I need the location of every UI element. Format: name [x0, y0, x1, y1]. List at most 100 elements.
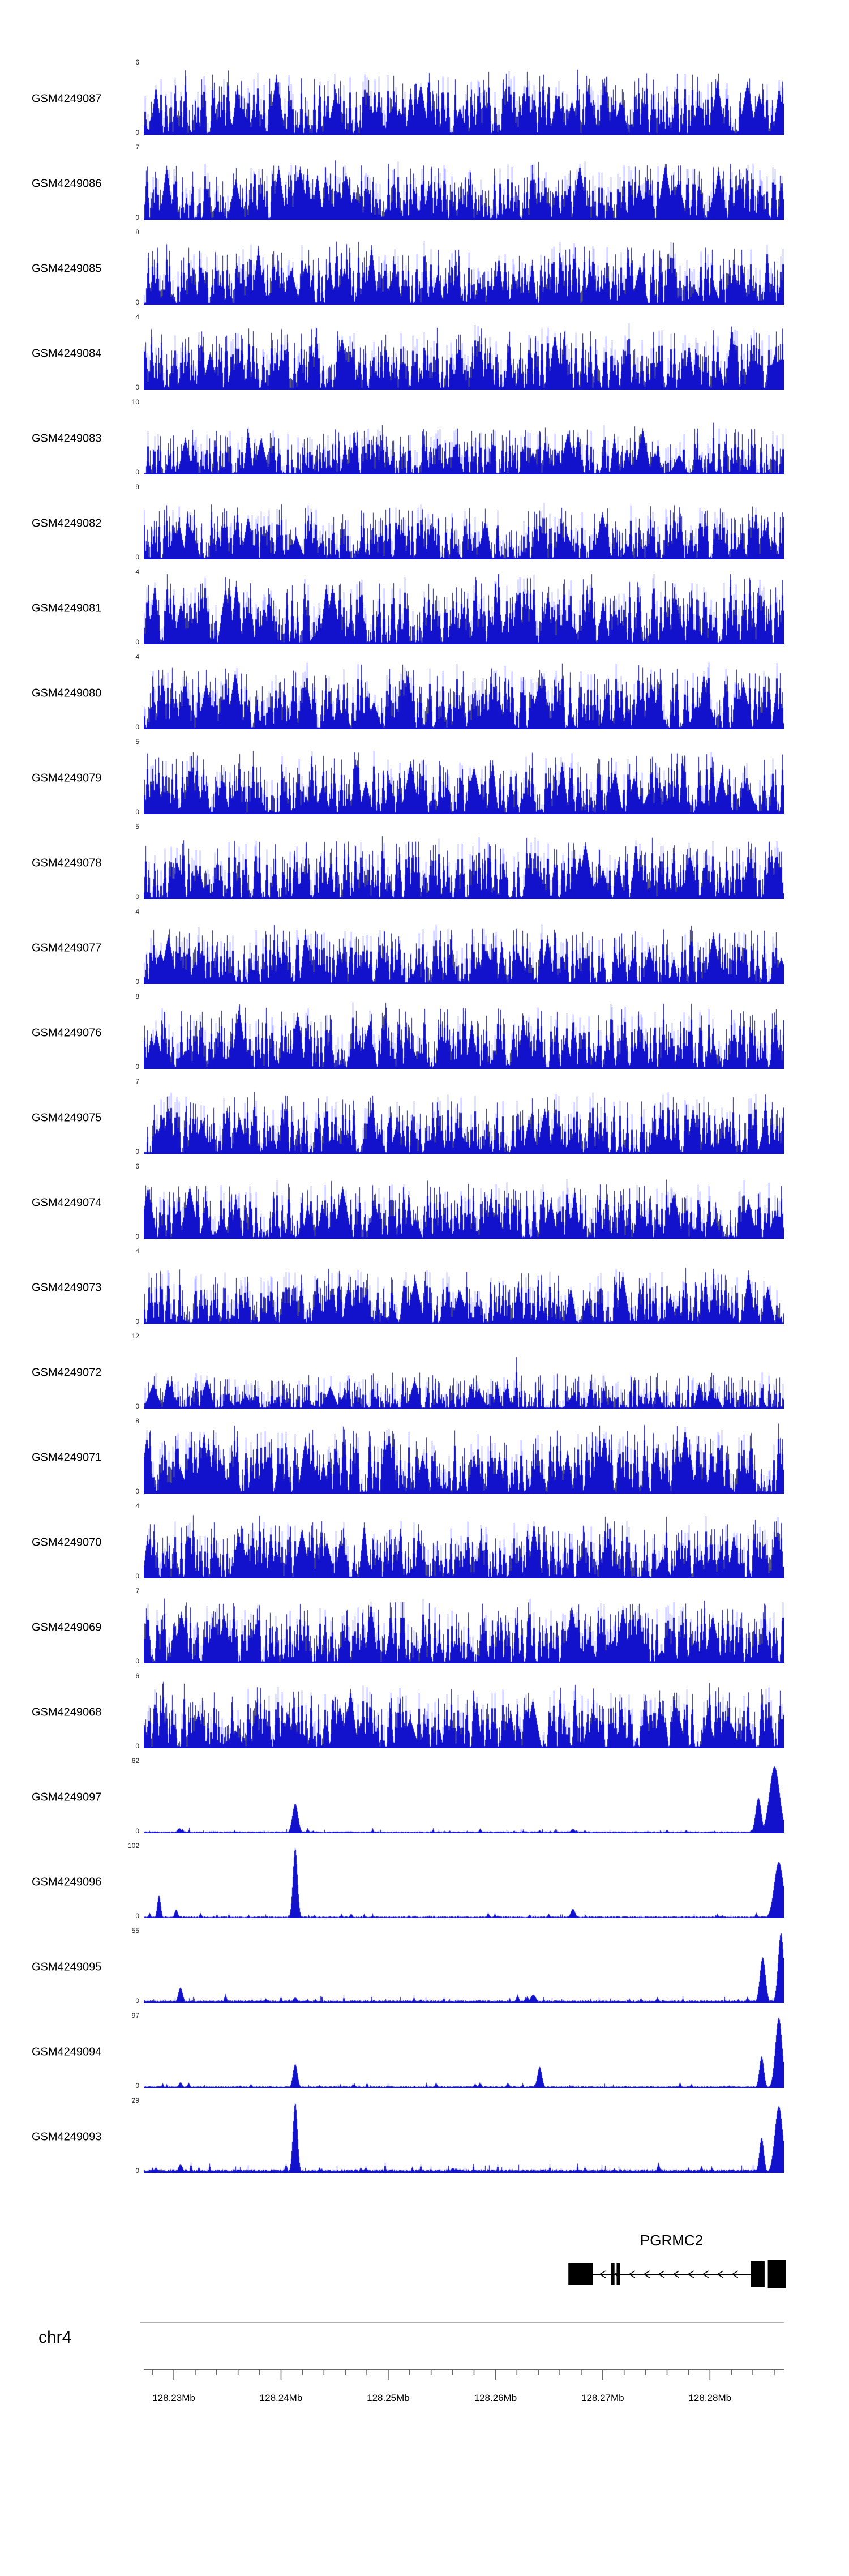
track-label: GSM4249078 — [32, 857, 102, 870]
track-row: GSM4249084 4 0 — [0, 311, 849, 396]
axis-ruler — [140, 2322, 784, 2380]
y-axis-min: 0 — [135, 129, 139, 136]
track-row: GSM4249080 4 0 — [0, 651, 849, 736]
track-row: GSM4249077 4 0 — [0, 906, 849, 991]
y-axis-max: 8 — [135, 992, 139, 1000]
axis-tick-label: 128.27Mb — [581, 2393, 624, 2403]
y-axis-max: 9 — [135, 483, 139, 491]
track-label: GSM4249097 — [32, 1791, 102, 1804]
y-axis-min: 0 — [135, 978, 139, 986]
strand-arrow-icon — [643, 2270, 650, 2278]
coverage-plot — [144, 1167, 784, 1239]
coverage-plot — [144, 828, 784, 899]
y-axis-max: 4 — [135, 568, 139, 576]
track-label: GSM4249075 — [32, 1111, 102, 1124]
y-axis-min: 0 — [135, 638, 139, 646]
strand-arrow-icon — [672, 2270, 680, 2278]
y-axis-min: 0 — [135, 723, 139, 731]
coverage-plot — [144, 913, 784, 984]
coverage-plot — [144, 488, 784, 559]
coverage-plot — [144, 1422, 784, 1494]
y-axis-min: 0 — [135, 2082, 139, 2090]
track-row: GSM4249096 102 0 — [0, 1840, 849, 1925]
y-axis-min: 0 — [135, 298, 139, 306]
track-label: GSM4249069 — [32, 1621, 102, 1634]
exon-box — [751, 2261, 765, 2287]
y-axis-min: 0 — [135, 1827, 139, 1835]
y-axis-min: 0 — [135, 213, 139, 221]
coverage-plot — [144, 2017, 784, 2088]
y-axis-max: 12 — [131, 1332, 139, 1340]
axis-tick-label: 128.25Mb — [367, 2393, 410, 2403]
track-row: GSM4249081 4 0 — [0, 566, 849, 651]
y-axis-max: 6 — [135, 1162, 139, 1170]
coverage-plot — [144, 1507, 784, 1578]
gene-annotation-track: PGRMC2 — [0, 2208, 849, 2316]
track-row: GSM4249072 12 0 — [0, 1330, 849, 1415]
y-axis-min: 0 — [135, 1657, 139, 1665]
axis-tick-label: 128.26Mb — [474, 2393, 517, 2403]
track-label: GSM4249070 — [32, 1536, 102, 1549]
track-label: GSM4249094 — [32, 2046, 102, 2059]
track-row: GSM4249076 8 0 — [0, 991, 849, 1076]
track-label: GSM4249082 — [32, 517, 102, 530]
y-axis-min: 0 — [135, 893, 139, 901]
strand-arrow-icon — [731, 2270, 739, 2278]
track-label: GSM4249074 — [32, 1196, 102, 1209]
track-label: GSM4249073 — [32, 1281, 102, 1294]
strand-arrow-icon — [702, 2270, 709, 2278]
coverage-plot — [144, 233, 784, 305]
track-row: GSM4249070 4 0 — [0, 1500, 849, 1585]
y-axis-max: 62 — [131, 1757, 139, 1765]
y-axis-max: 97 — [131, 2012, 139, 2019]
y-axis-max: 7 — [135, 143, 139, 151]
track-label: GSM4249079 — [32, 772, 102, 785]
exon-box — [568, 2263, 593, 2285]
chromosome-label: chr4 — [38, 2328, 72, 2347]
coverage-plot — [144, 1762, 784, 1833]
y-axis-max: 6 — [135, 58, 139, 66]
track-row: GSM4249087 6 0 — [0, 57, 849, 142]
y-axis-max: 29 — [131, 2096, 139, 2104]
track-row: GSM4249079 5 0 — [0, 736, 849, 821]
track-label: GSM4249077 — [32, 942, 102, 955]
y-axis-min: 0 — [135, 1317, 139, 1325]
track-label: GSM4249080 — [32, 687, 102, 700]
track-label: GSM4249087 — [32, 92, 102, 105]
coverage-plot — [144, 1082, 784, 1154]
coverage-plot — [144, 1337, 784, 1409]
y-axis-max: 4 — [135, 1247, 139, 1255]
y-axis-min: 0 — [135, 553, 139, 561]
track-row: GSM4249068 6 0 — [0, 1670, 849, 1755]
track-label: GSM4249086 — [32, 177, 102, 190]
track-row: GSM4249094 97 0 — [0, 2010, 849, 2095]
y-axis-min: 0 — [135, 1487, 139, 1495]
y-axis-max: 6 — [135, 1672, 139, 1680]
exon-box — [611, 2263, 615, 2285]
y-axis-max: 4 — [135, 1502, 139, 1510]
exon-box — [616, 2263, 620, 2285]
strand-arrow-icon — [628, 2270, 636, 2278]
y-axis-max: 7 — [135, 1077, 139, 1085]
track-label: GSM4249095 — [32, 1961, 102, 1974]
exon-box — [767, 2260, 786, 2288]
y-axis-max: 4 — [135, 653, 139, 661]
y-axis-max: 4 — [135, 908, 139, 915]
y-axis-min: 0 — [135, 1402, 139, 1410]
track-label: GSM4249084 — [32, 347, 102, 360]
coverage-plot — [144, 1847, 784, 1918]
axis-tick-label: 128.23Mb — [152, 2393, 195, 2403]
track-label: GSM4249093 — [32, 2130, 102, 2143]
y-axis-min: 0 — [135, 2167, 139, 2175]
strand-arrow-icon — [717, 2270, 724, 2278]
track-row: GSM4249097 62 0 — [0, 1755, 849, 1840]
track-row: GSM4249083 10 0 — [0, 396, 849, 481]
gene-name-label: PGRMC2 — [640, 2232, 704, 2249]
y-axis-max: 4 — [135, 313, 139, 321]
axis-tick-label: 128.24Mb — [259, 2393, 303, 2403]
y-axis-min: 0 — [135, 383, 139, 391]
track-label: GSM4249072 — [32, 1366, 102, 1379]
strand-arrow-icon — [658, 2270, 665, 2278]
track-label: GSM4249083 — [32, 432, 102, 445]
